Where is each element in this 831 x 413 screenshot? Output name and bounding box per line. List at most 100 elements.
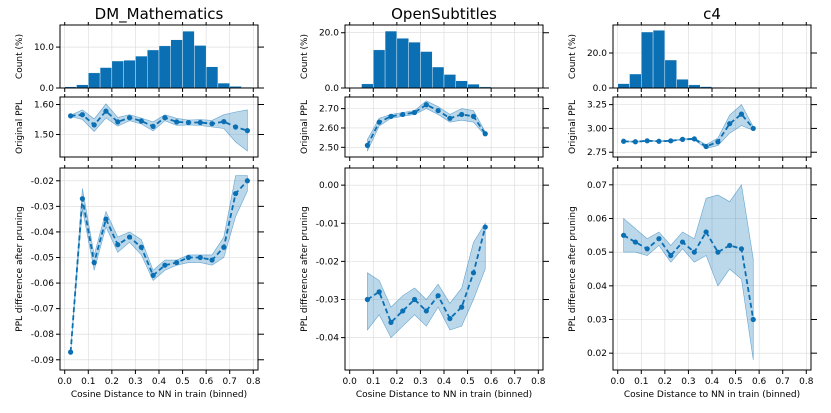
y-tick-label: 0.04 bbox=[587, 282, 607, 292]
x-tick-label: 0.3 bbox=[413, 377, 427, 387]
histogram-bar bbox=[123, 59, 136, 89]
y-tick-label: 2.60 bbox=[319, 124, 339, 134]
y-tick-label: -0.03 bbox=[31, 202, 54, 212]
x-tick-label: 0.0 bbox=[58, 377, 73, 387]
data-point bbox=[644, 246, 650, 252]
histogram-bar bbox=[99, 67, 113, 89]
histogram-bar bbox=[88, 72, 101, 89]
confidence-band bbox=[70, 103, 248, 152]
confidence-band bbox=[367, 222, 486, 339]
x-tick-label: 0.6 bbox=[752, 377, 767, 387]
y-tick-label: -0.02 bbox=[31, 177, 54, 187]
panel-2-1: 2.75 3.00 3.25 Original PPL bbox=[568, 94, 817, 161]
x-axis-label: Cosine Distance to NN in train (binned) bbox=[71, 390, 247, 400]
panel-0-1: 1.50 1.60 Original PPL bbox=[15, 94, 264, 161]
y-tick-label: 0.07 bbox=[587, 181, 607, 191]
data-point bbox=[400, 111, 406, 118]
data-point bbox=[233, 190, 239, 197]
series-line bbox=[366, 103, 486, 146]
histogram-bar bbox=[408, 41, 421, 89]
y-tick-label: 1.50 bbox=[34, 131, 54, 141]
data-point bbox=[447, 315, 453, 322]
y-tick-label: -0.08 bbox=[31, 330, 55, 340]
data-point bbox=[703, 229, 709, 235]
data-point bbox=[103, 108, 109, 114]
y-tick-label: 0.05 bbox=[587, 248, 607, 258]
data-point bbox=[185, 119, 192, 126]
data-point bbox=[691, 136, 697, 142]
histogram-bar bbox=[205, 66, 219, 89]
data-point bbox=[656, 138, 662, 144]
data-point bbox=[470, 113, 477, 119]
data-point bbox=[233, 124, 239, 130]
y-tick-label: 0.02 bbox=[587, 349, 607, 359]
histogram-bar bbox=[135, 55, 148, 89]
y-tick-label: 2.70 bbox=[319, 105, 339, 115]
histogram-bar bbox=[170, 39, 183, 89]
panel-0-2: -0.09 -0.08 -0.07 -0.06 -0.05 -0.04 -0.03 -0.02… bbox=[15, 165, 264, 400]
data-point bbox=[703, 143, 709, 150]
data-point bbox=[162, 115, 168, 121]
histogram-bar bbox=[467, 83, 480, 89]
data-point bbox=[679, 136, 686, 142]
y-axis-label: PPL difference after pruning bbox=[300, 206, 310, 332]
data-point bbox=[115, 119, 121, 125]
panel-0-0: 0.0 10.0 Count (%) DM_Mathematics bbox=[15, 5, 264, 94]
x-tick-label: 0.1 bbox=[366, 377, 380, 387]
y-tick-label: -0.01 bbox=[316, 219, 339, 229]
data-point bbox=[162, 262, 168, 268]
panel-title: c4 bbox=[703, 5, 721, 23]
x-axis-label: Cosine Distance to NN in train (binned) bbox=[624, 390, 800, 400]
series-line bbox=[366, 226, 487, 324]
y-tick-label: -0.09 bbox=[31, 356, 55, 366]
y-axis-label: PPL difference after pruning bbox=[15, 206, 25, 332]
x-tick-label: 0.1 bbox=[81, 377, 95, 387]
data-point bbox=[644, 138, 650, 144]
data-point bbox=[411, 296, 418, 303]
histogram-bar bbox=[664, 59, 677, 89]
x-tick-label: 0.2 bbox=[658, 377, 672, 387]
y-axis-label: PPL difference after pruning bbox=[568, 206, 578, 332]
data-point bbox=[174, 119, 180, 125]
data-point bbox=[727, 121, 733, 127]
data-point bbox=[138, 244, 144, 250]
data-point bbox=[79, 112, 85, 118]
y-tick-label: 3.25 bbox=[587, 101, 607, 111]
y-tick-label: 20.0 bbox=[587, 49, 607, 59]
panel-2-2: 0.02 0.03 0.04 0.05 0.06 0.07 0.0 0.1 0.2 0.3 0.4 0… bbox=[568, 165, 817, 400]
plot-root: 0.0 10.0 Count (%) DM_Mathematics 1.50 1.60 Or… bbox=[15, 5, 817, 400]
y-axis-label: Count (%) bbox=[15, 34, 25, 79]
data-point bbox=[115, 242, 121, 248]
data-point bbox=[364, 296, 370, 303]
y-tick-label: 0.00 bbox=[319, 181, 339, 191]
y-tick-label: 0.06 bbox=[587, 215, 607, 225]
data-point bbox=[423, 308, 429, 314]
data-point bbox=[715, 249, 721, 255]
data-point bbox=[221, 119, 227, 125]
y-axis-label: Count (%) bbox=[568, 34, 578, 79]
y-tick-label: -0.07 bbox=[31, 305, 54, 315]
histogram-bar bbox=[420, 51, 433, 89]
x-tick-label: 0.3 bbox=[681, 377, 695, 387]
histogram-bar bbox=[194, 45, 207, 89]
series-line bbox=[70, 109, 248, 132]
data-point bbox=[209, 121, 215, 127]
data-point bbox=[91, 260, 97, 266]
data-point bbox=[482, 224, 488, 230]
x-axis-label: Cosine Distance to NN in train (binned) bbox=[356, 390, 532, 400]
x-tick-label: 0.4 bbox=[152, 377, 167, 387]
data-point bbox=[621, 232, 627, 238]
data-point bbox=[221, 244, 227, 250]
y-tick-label: 0.03 bbox=[587, 316, 607, 326]
data-point bbox=[68, 349, 74, 355]
y-tick-label: 20.0 bbox=[319, 29, 339, 39]
y-tick-label: 2.75 bbox=[587, 148, 607, 158]
y-tick-label: -0.02 bbox=[316, 257, 339, 267]
y-axis-label: Original PPL bbox=[300, 100, 310, 154]
histogram-bar bbox=[629, 73, 642, 89]
y-tick-label: 1.60 bbox=[34, 101, 54, 111]
panel-1-1: 2.50 2.60 2.70 Original PPL bbox=[300, 94, 549, 161]
data-point bbox=[423, 102, 429, 108]
x-tick-label: 0.2 bbox=[105, 377, 119, 387]
